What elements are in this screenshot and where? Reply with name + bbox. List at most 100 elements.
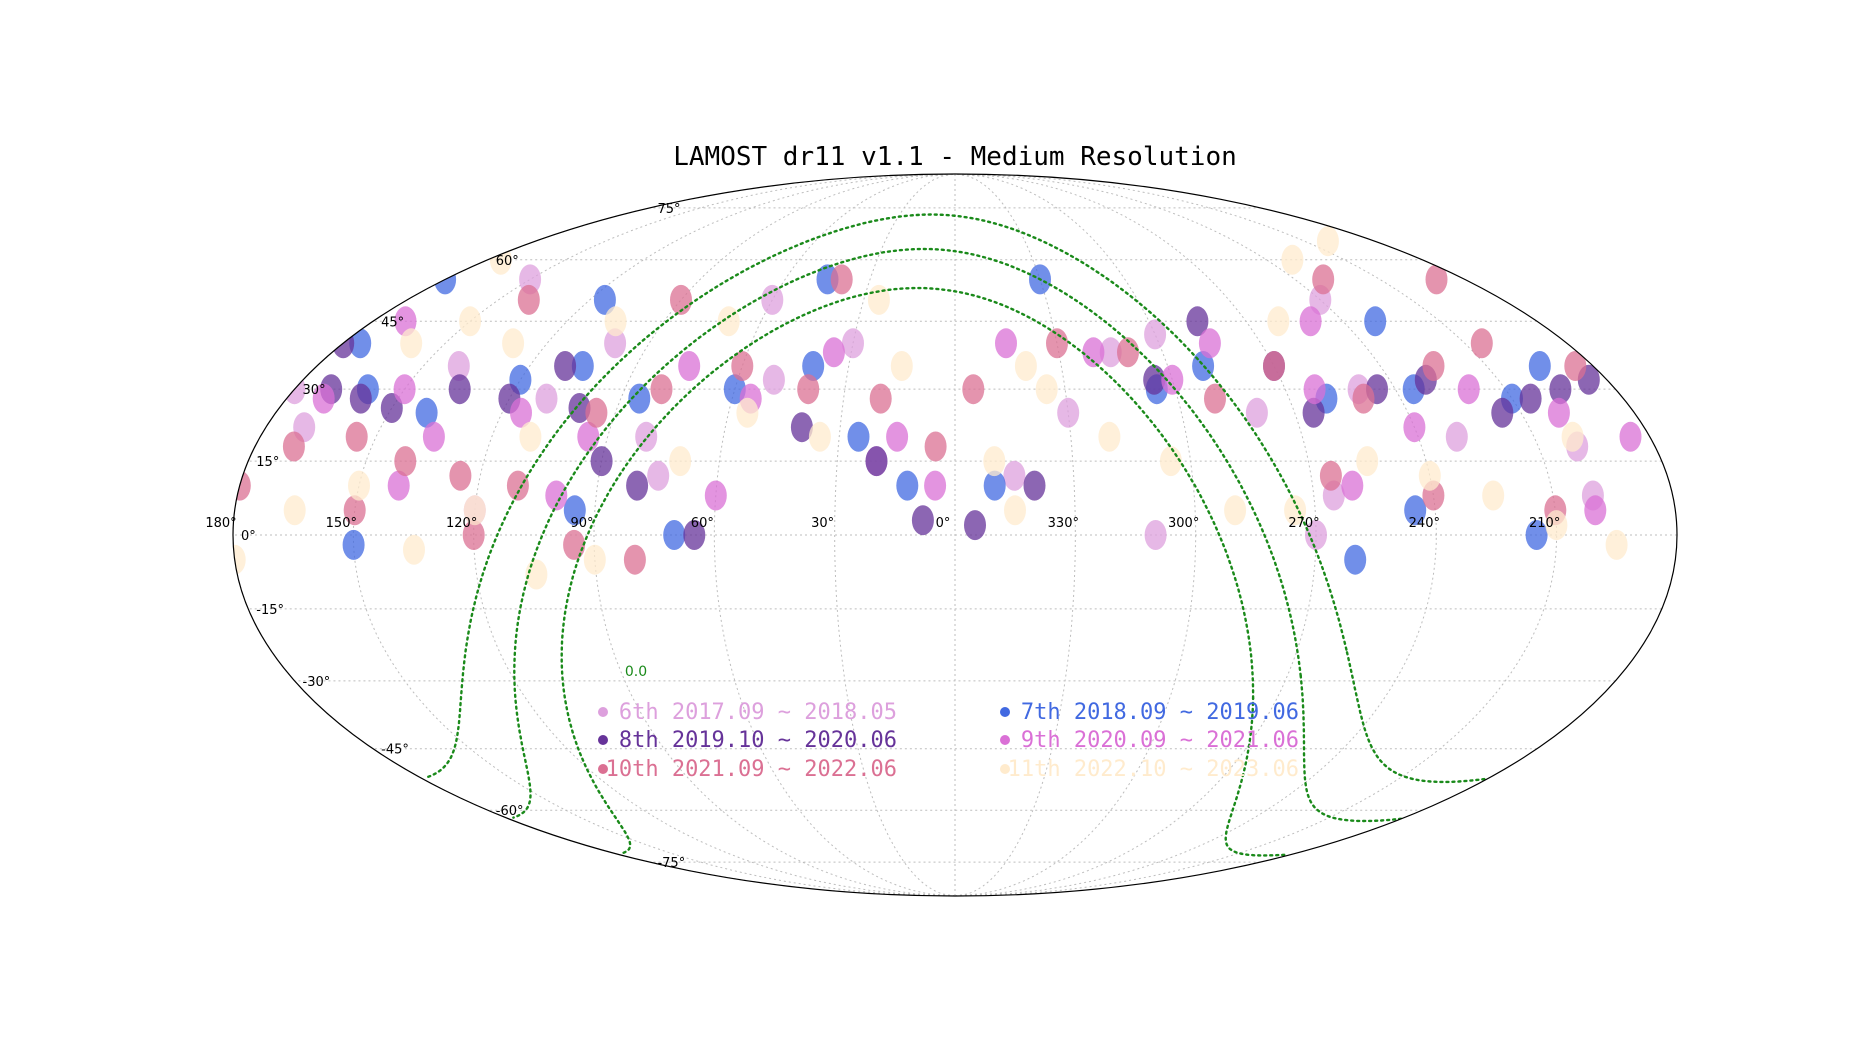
field-marker xyxy=(593,284,616,315)
y-tick-label: -75° xyxy=(657,856,685,871)
field-marker xyxy=(1004,495,1026,526)
field-marker xyxy=(1144,319,1167,350)
field-marker xyxy=(604,306,627,337)
field-marker xyxy=(628,383,651,414)
field-marker xyxy=(924,470,947,501)
field-marker xyxy=(583,544,606,575)
y-tick-label: 75° xyxy=(657,202,680,217)
field-marker xyxy=(563,495,586,526)
legend-label: 11th 2022.10 ~ 2023.06 xyxy=(1008,757,1299,782)
x-tick-label: 330° xyxy=(1048,516,1079,531)
field-marker xyxy=(1245,397,1268,428)
field-marker xyxy=(463,495,486,526)
field-marker xyxy=(1547,397,1570,428)
field-marker xyxy=(635,421,658,452)
field-marker xyxy=(282,431,305,462)
field-marker xyxy=(1161,364,1184,395)
galactic-curves xyxy=(424,213,1486,857)
x-tick-label: 270° xyxy=(1288,516,1319,531)
field-marker xyxy=(704,480,727,511)
field-marker xyxy=(896,470,919,501)
x-tick-label: 150° xyxy=(326,516,357,531)
field-marker xyxy=(568,393,591,423)
field-marker xyxy=(842,328,864,359)
field-marker xyxy=(1549,374,1572,405)
legend-marker xyxy=(1000,735,1010,745)
field-marker xyxy=(1584,495,1607,526)
field-marker xyxy=(1281,244,1304,275)
field-marker xyxy=(1525,520,1548,550)
field-marker xyxy=(510,397,532,428)
field-marker xyxy=(1605,529,1628,560)
galactic-curve xyxy=(512,247,1302,819)
field-marker xyxy=(535,383,558,414)
x-tick-label: 90° xyxy=(570,516,593,531)
field-marker xyxy=(462,520,485,550)
grid-meridian xyxy=(834,173,956,897)
x-tick-label: 120° xyxy=(446,516,477,531)
field-marker xyxy=(663,520,686,550)
field-marker xyxy=(1319,460,1342,491)
field-marker xyxy=(1144,520,1167,550)
legend-marker xyxy=(598,735,608,745)
field-marker xyxy=(1035,374,1058,405)
legend-label: 7th 2018.09 ~ 2019.06 xyxy=(1021,700,1299,725)
field-marker xyxy=(517,284,540,315)
field-marker xyxy=(1470,328,1493,359)
field-marker xyxy=(571,351,594,381)
grid-meridian xyxy=(713,173,956,897)
x-tick-label: 30° xyxy=(811,516,834,531)
field-marker xyxy=(1204,383,1226,414)
field-marker xyxy=(349,383,372,414)
field-marker xyxy=(506,470,529,501)
field-marker xyxy=(563,529,586,560)
field-marker xyxy=(1284,495,1307,526)
field-marker xyxy=(604,328,627,359)
y-tick-label: -60° xyxy=(496,804,524,819)
field-marker xyxy=(590,446,613,477)
field-marker xyxy=(890,351,913,381)
field-marker xyxy=(626,470,649,501)
field-marker xyxy=(422,421,445,452)
grid-meridian xyxy=(954,173,1197,897)
plot-boundary xyxy=(232,173,1678,897)
y-tick-label: 60° xyxy=(496,254,519,269)
y-tick-label: -15° xyxy=(256,603,284,618)
field-marker xyxy=(830,264,853,295)
field-marker xyxy=(995,328,1017,359)
field-marker xyxy=(1445,421,1468,452)
field-marker xyxy=(731,351,754,381)
y-tick-label: -45° xyxy=(381,743,409,758)
field-marker xyxy=(1482,480,1505,511)
field-marker xyxy=(650,374,673,405)
field-marker xyxy=(1098,421,1121,452)
field-marker xyxy=(736,397,759,428)
field-marker xyxy=(797,374,820,405)
field-marker xyxy=(802,351,825,381)
field-marker xyxy=(1519,383,1542,414)
field-marker xyxy=(865,446,888,477)
field-marker xyxy=(1619,421,1642,452)
field-marker xyxy=(400,328,423,359)
field-marker xyxy=(717,306,740,337)
chart-title: LAMOST dr11 v1.1 - Medium Resolution xyxy=(673,142,1237,172)
field-marker xyxy=(1082,337,1105,368)
field-marker xyxy=(962,374,985,405)
field-marker xyxy=(1312,264,1335,295)
field-marker xyxy=(1341,470,1364,501)
field-marker xyxy=(380,393,403,423)
y-tick-label: 45° xyxy=(381,315,404,330)
field-marker xyxy=(1404,495,1427,526)
field-marker xyxy=(1528,351,1551,381)
field-marker xyxy=(1457,374,1480,405)
field-marker xyxy=(1491,397,1514,428)
field-marker xyxy=(983,446,1006,477)
legend: 6th 2017.09 ~ 2018.05 7th 2018.09 ~ 2019.… xyxy=(598,700,1299,782)
field-marker xyxy=(1344,544,1367,575)
galactic-curve xyxy=(1224,697,1286,857)
field-marker xyxy=(683,520,706,550)
legend-marker xyxy=(598,764,608,774)
field-marker xyxy=(1099,337,1122,368)
x-tick-label: 0° xyxy=(936,516,951,531)
field-marker xyxy=(790,412,813,443)
